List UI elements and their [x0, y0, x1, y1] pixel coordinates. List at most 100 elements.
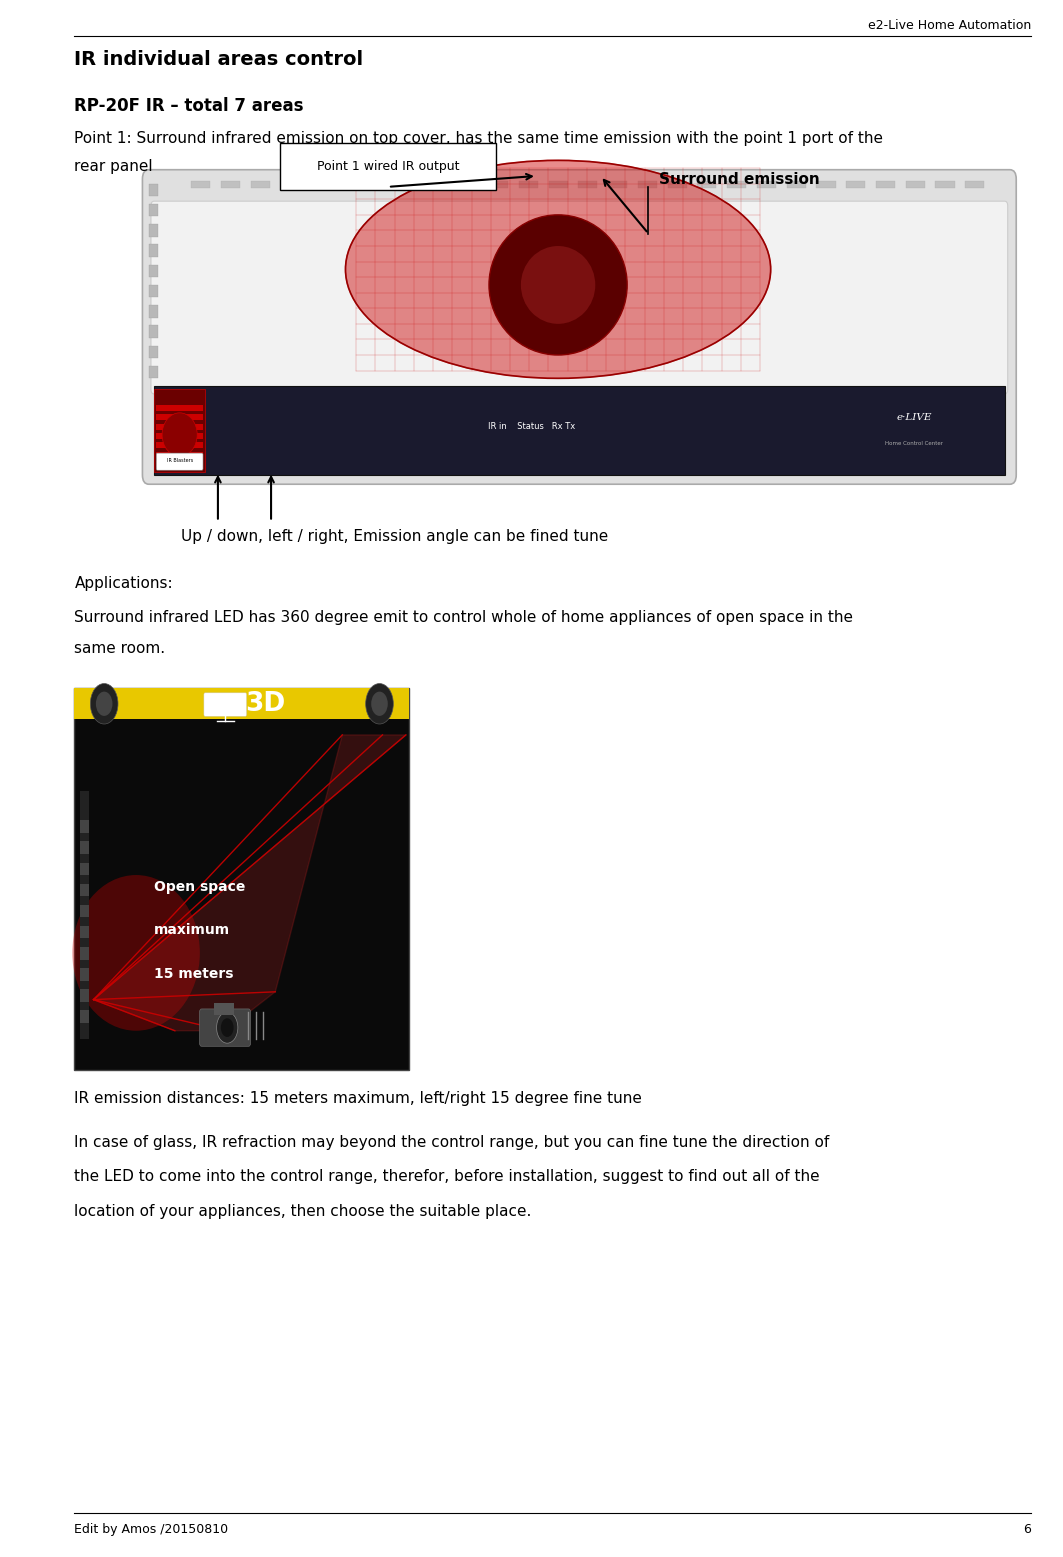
Text: IR in    Status   Rx Tx: IR in Status Rx Tx	[488, 422, 575, 431]
Bar	[281, 181, 300, 188]
Text: rear panel: rear panel	[74, 159, 153, 174]
Bar	[80, 968, 89, 981]
Bar	[578, 181, 597, 188]
Circle shape	[366, 684, 393, 724]
Bar	[340, 181, 359, 188]
FancyBboxPatch shape	[280, 143, 496, 190]
Bar	[156, 442, 203, 448]
Bar	[149, 325, 158, 338]
Bar	[80, 947, 89, 959]
Bar	[154, 389, 205, 472]
Bar	[816, 181, 836, 188]
Bar	[80, 863, 89, 875]
Bar	[149, 285, 158, 297]
Bar	[74, 688, 409, 1070]
Text: Open space: Open space	[154, 880, 246, 894]
Bar	[156, 461, 203, 467]
Bar	[191, 181, 210, 188]
Text: the LED to come into the control range, therefor, before installation, suggest t: the LED to come into the control range, …	[74, 1169, 820, 1185]
Ellipse shape	[489, 215, 627, 355]
Bar	[149, 204, 158, 216]
Text: IR individual areas control: IR individual areas control	[74, 50, 364, 69]
Bar	[80, 989, 89, 1001]
Text: 15 meters: 15 meters	[154, 967, 234, 981]
Text: Surround infrared LED has 360 degree emit to control whole of home appliances of: Surround infrared LED has 360 degree emi…	[74, 610, 854, 626]
Bar	[80, 791, 89, 1039]
Bar	[149, 224, 158, 237]
Text: location of your appliances, then choose the suitable place.: location of your appliances, then choose…	[74, 1204, 532, 1219]
Polygon shape	[94, 735, 406, 1031]
Text: In case of glass, IR refraction may beyond the control range, but you can fine t: In case of glass, IR refraction may beyo…	[74, 1135, 829, 1151]
Bar	[400, 181, 419, 188]
Bar	[906, 181, 925, 188]
Circle shape	[221, 1018, 234, 1037]
Bar	[154, 386, 1005, 475]
Bar	[215, 1003, 234, 1015]
Bar	[935, 181, 955, 188]
Text: Home Control Center: Home Control Center	[885, 441, 943, 447]
Text: IR Blasters: IR Blasters	[167, 458, 192, 464]
Bar	[80, 821, 89, 833]
Bar	[638, 181, 657, 188]
Bar	[489, 181, 508, 188]
Text: Surround emission: Surround emission	[659, 171, 820, 187]
FancyBboxPatch shape	[204, 693, 247, 716]
Circle shape	[90, 684, 118, 724]
Text: Edit by Amos /20150810: Edit by Amos /20150810	[74, 1523, 229, 1535]
Bar	[876, 181, 895, 188]
Bar	[727, 181, 746, 188]
Bar	[697, 181, 716, 188]
Bar	[80, 1010, 89, 1023]
Bar	[459, 181, 478, 188]
FancyBboxPatch shape	[156, 453, 203, 470]
FancyBboxPatch shape	[151, 201, 1008, 394]
Bar	[156, 452, 203, 458]
Text: RP-20F IR – total 7 areas: RP-20F IR – total 7 areas	[74, 97, 304, 115]
Bar	[156, 424, 203, 430]
Ellipse shape	[521, 246, 595, 324]
Bar	[156, 433, 203, 439]
Bar	[156, 414, 203, 420]
Bar	[251, 181, 270, 188]
FancyBboxPatch shape	[200, 1009, 251, 1046]
Bar	[149, 184, 158, 196]
Bar	[668, 181, 687, 188]
Bar	[310, 181, 330, 188]
Text: same room.: same room.	[74, 641, 166, 657]
Text: e·LIVE: e·LIVE	[896, 413, 932, 422]
Bar	[757, 181, 776, 188]
Bar	[149, 366, 158, 378]
Bar	[149, 265, 158, 277]
Circle shape	[96, 691, 113, 716]
Text: 6: 6	[1024, 1523, 1031, 1535]
Text: 3D: 3D	[246, 691, 285, 716]
Ellipse shape	[72, 875, 200, 1031]
Circle shape	[217, 1012, 238, 1043]
Bar	[221, 181, 240, 188]
Text: Up / down, left / right, Emission angle can be fined tune: Up / down, left / right, Emission angle …	[181, 529, 608, 545]
Bar	[846, 181, 865, 188]
Bar	[149, 244, 158, 257]
Bar	[149, 346, 158, 358]
Bar	[80, 841, 89, 853]
Bar	[549, 181, 568, 188]
Bar	[80, 884, 89, 897]
Bar	[429, 181, 449, 188]
Bar	[74, 688, 409, 719]
Bar	[149, 305, 158, 318]
Text: e2-Live Home Automation: e2-Live Home Automation	[867, 19, 1031, 31]
Bar	[965, 181, 984, 188]
Text: IR emission distances: 15 meters maximum, left/right 15 degree fine tune: IR emission distances: 15 meters maximum…	[74, 1091, 642, 1107]
Bar	[80, 905, 89, 917]
Bar	[608, 181, 627, 188]
Text: maximum: maximum	[154, 923, 231, 937]
Circle shape	[371, 691, 388, 716]
Text: Point 1 wired IR output: Point 1 wired IR output	[317, 160, 459, 173]
Ellipse shape	[163, 413, 198, 456]
Bar	[156, 405, 203, 411]
Bar	[519, 181, 538, 188]
Bar	[370, 181, 389, 188]
Text: Point 1: Surround infrared emission on top cover, has the same time emission wit: Point 1: Surround infrared emission on t…	[74, 131, 883, 146]
FancyBboxPatch shape	[142, 170, 1016, 484]
Bar	[80, 926, 89, 939]
